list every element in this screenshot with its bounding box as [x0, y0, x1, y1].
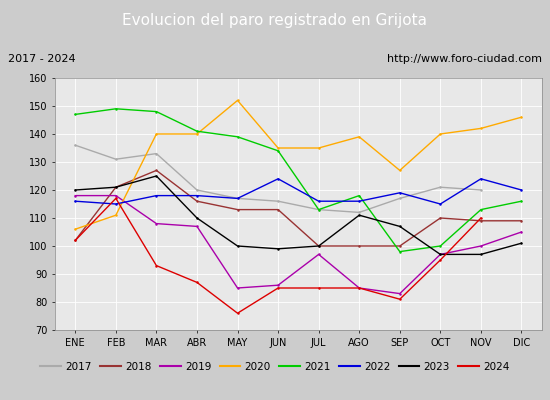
- Text: http://www.foro-ciudad.com: http://www.foro-ciudad.com: [387, 54, 542, 64]
- Text: 2017 - 2024: 2017 - 2024: [8, 54, 76, 64]
- Text: Evolucion del paro registrado en Grijota: Evolucion del paro registrado en Grijota: [123, 14, 427, 28]
- Legend: 2017, 2018, 2019, 2020, 2021, 2022, 2023, 2024: 2017, 2018, 2019, 2020, 2021, 2022, 2023…: [36, 358, 514, 376]
